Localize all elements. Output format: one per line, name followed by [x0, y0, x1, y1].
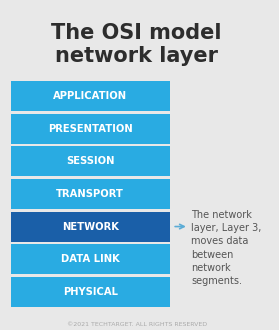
Text: The OSI model
network layer: The OSI model network layer: [52, 23, 222, 66]
FancyBboxPatch shape: [11, 179, 170, 209]
Text: DATA LINK: DATA LINK: [61, 254, 120, 264]
Text: The network
layer, Layer 3,
moves data
between
network
segments.: The network layer, Layer 3, moves data b…: [191, 210, 262, 286]
FancyBboxPatch shape: [11, 212, 170, 242]
Text: PHYSICAL: PHYSICAL: [63, 287, 118, 297]
FancyBboxPatch shape: [11, 146, 170, 176]
FancyBboxPatch shape: [11, 277, 170, 307]
FancyBboxPatch shape: [11, 244, 170, 274]
Text: TRANSPORT: TRANSPORT: [56, 189, 124, 199]
FancyBboxPatch shape: [11, 114, 170, 144]
Text: PRESENTATION: PRESENTATION: [48, 123, 133, 134]
Text: SESSION: SESSION: [66, 156, 114, 166]
Text: NETWORK: NETWORK: [62, 221, 119, 232]
Text: ©2021 TECHTARGET. ALL RIGHTS RESERVED: ©2021 TECHTARGET. ALL RIGHTS RESERVED: [67, 322, 207, 327]
Text: APPLICATION: APPLICATION: [53, 91, 127, 101]
FancyBboxPatch shape: [11, 81, 170, 111]
